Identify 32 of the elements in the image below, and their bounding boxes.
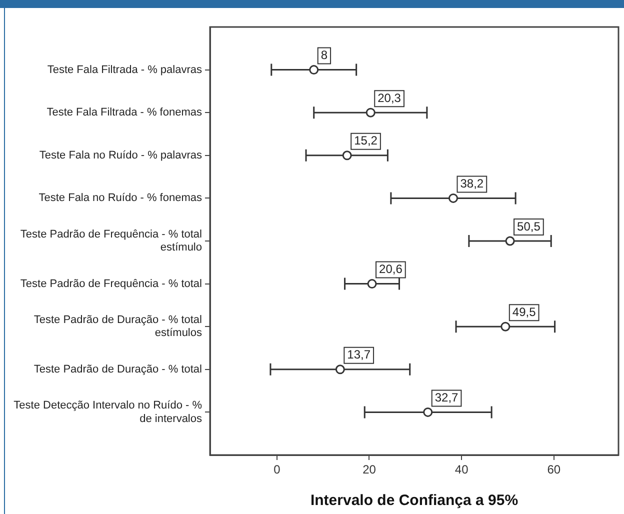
y-tick-label: Teste Fala no Ruído - % palavras [39,149,202,162]
x-tick-label: 40 [454,462,469,477]
y-tick-label: Teste Padrão de Frequência - % total estímulo [20,228,202,254]
data-label: 38,2 [460,176,484,191]
data-label: 20,3 [378,90,402,105]
y-tick-label: Teste Detecção Intervalo no Ruído - % de intervalos [14,400,202,425]
point [366,108,376,118]
data-label: 8 [320,48,328,62]
data-label: 20,6 [379,262,403,276]
point [505,236,515,246]
data-label: 13,7 [347,348,371,362]
y-tick-label: Teste Padrão de Frequência - % total [20,278,202,290]
data-label: 32,7 [434,390,459,405]
point [500,322,510,332]
y-tick-label: Teste Fala no Ruído - % fonemas [38,192,202,204]
data-label: 49,5 [512,304,536,319]
y-tick-label: Teste Padrão de Duração - % total estímulos [34,314,202,340]
point [367,279,377,289]
point [342,150,352,160]
y-tick-label: Teste Padrão de Duração - % total [34,363,202,376]
data-label: 15,2 [354,134,378,148]
x-tick-label: 0 [274,462,281,477]
x-tick-label: 20 [362,462,376,477]
x-axis-title: Intervalo de Confiança a 95% [310,492,518,510]
point [335,364,345,374]
point [448,193,458,203]
point [423,407,433,417]
data-label: 50,5 [517,219,541,234]
y-tick-label: Teste Fala Filtrada - % palavras [47,64,202,76]
x-tick-label: 60 [547,462,561,477]
point [309,65,319,75]
y-tick-label: Teste Fala Filtrada - % fonemas [46,106,202,119]
